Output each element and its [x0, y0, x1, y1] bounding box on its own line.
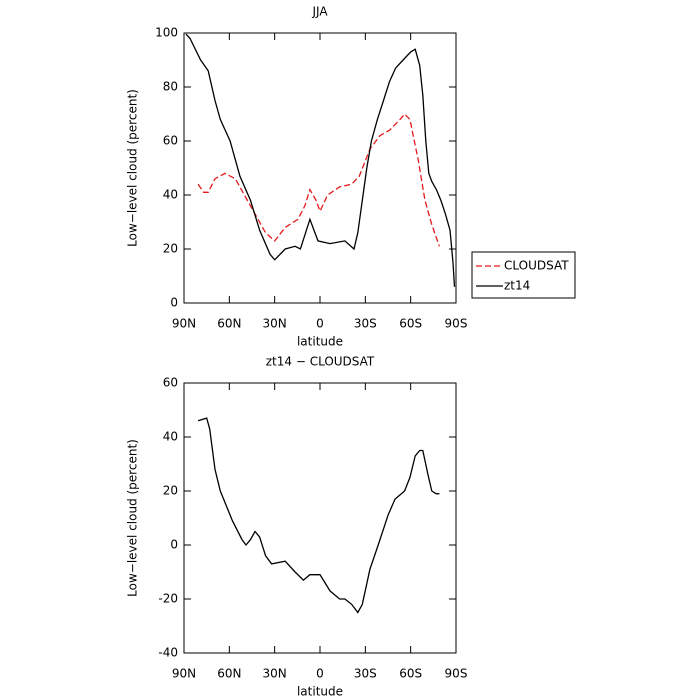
x-tick-label: 90S: [445, 667, 468, 681]
x-tick-label: 60N: [217, 317, 241, 331]
y-tick-label: 40: [163, 430, 178, 444]
y-tick-label: 60: [163, 376, 178, 390]
legend-label: CLOUDSAT: [504, 259, 569, 273]
legend-label: zt14: [504, 279, 530, 293]
x-tick-label: 0: [316, 317, 324, 331]
y-tick-label: 20: [163, 484, 178, 498]
y-tick-label: -20: [158, 592, 178, 606]
y-tick-label: 0: [170, 538, 178, 552]
x-tick-label: 90N: [172, 317, 196, 331]
x-tick-label: 30N: [263, 667, 287, 681]
x-tick-label: 30S: [354, 667, 377, 681]
legend-box: [471, 251, 576, 299]
data-line: [197, 113, 441, 247]
y-axis-label: Low−level cloud (percent): [126, 439, 140, 597]
x-tick-label: 30S: [354, 317, 377, 331]
x-tick-label: 30N: [263, 317, 287, 331]
plot-frame: [183, 32, 457, 304]
y-tick-label: 40: [163, 188, 178, 202]
y-tick-label: 60: [163, 134, 178, 148]
x-tick-label: 60S: [399, 317, 422, 331]
x-tick-label: 90S: [445, 317, 468, 331]
plot-frame: [183, 382, 457, 654]
x-axis-label: latitude: [297, 685, 343, 699]
x-tick-label: 60S: [399, 667, 422, 681]
y-tick-label: 0: [170, 296, 178, 310]
x-tick-label: 0: [316, 667, 324, 681]
y-tick-label: -40: [158, 646, 178, 660]
x-axis-label: latitude: [297, 335, 343, 349]
chart-title: JJA: [311, 5, 328, 19]
x-tick-label: 90N: [172, 667, 196, 681]
data-line: [197, 417, 440, 614]
y-tick-label: 80: [163, 80, 178, 94]
x-tick-label: 60N: [217, 667, 241, 681]
data-line: [185, 33, 456, 287]
y-tick-label: 100: [155, 26, 178, 40]
chart-title: zt14 − CLOUDSAT: [266, 355, 375, 369]
y-tick-label: 20: [163, 242, 178, 256]
y-axis-label: Low−level cloud (percent): [126, 89, 140, 247]
